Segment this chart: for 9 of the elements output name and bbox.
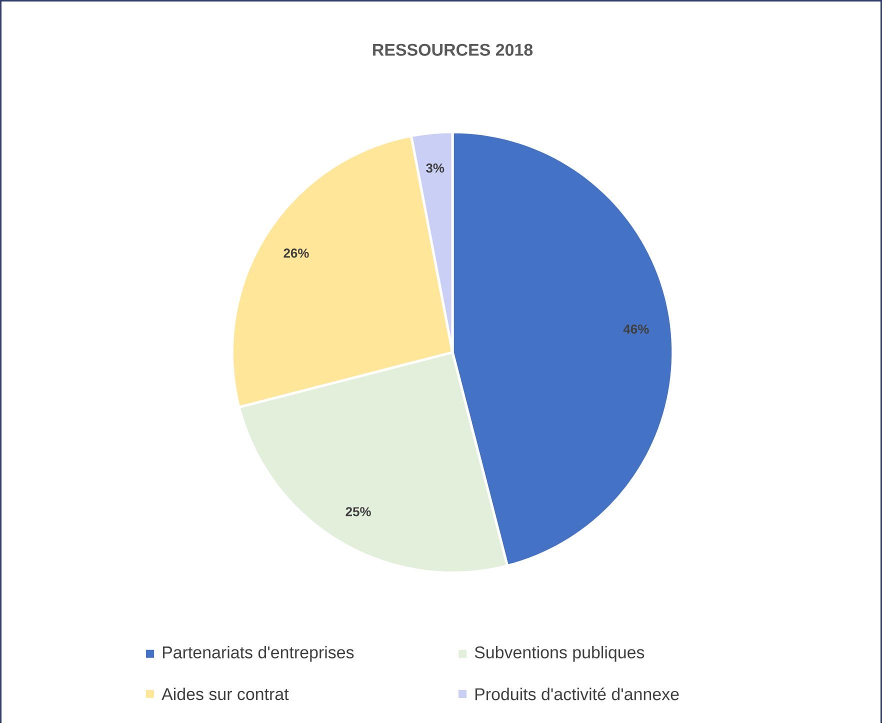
legend-label: Aides sur contrat: [162, 688, 289, 700]
legend-label: Produits d'activité d'annexe: [475, 688, 679, 700]
data-label: 26%: [284, 248, 309, 258]
legend-label: Subventions publiques: [474, 646, 644, 662]
legend-label: Partenariats d'entreprises: [162, 646, 354, 662]
chart-title: RESSOURCES 2018: [373, 44, 533, 56]
data-label: 25%: [346, 507, 371, 516]
data-label: 3%: [426, 164, 444, 173]
data-label: 46%: [623, 324, 649, 334]
